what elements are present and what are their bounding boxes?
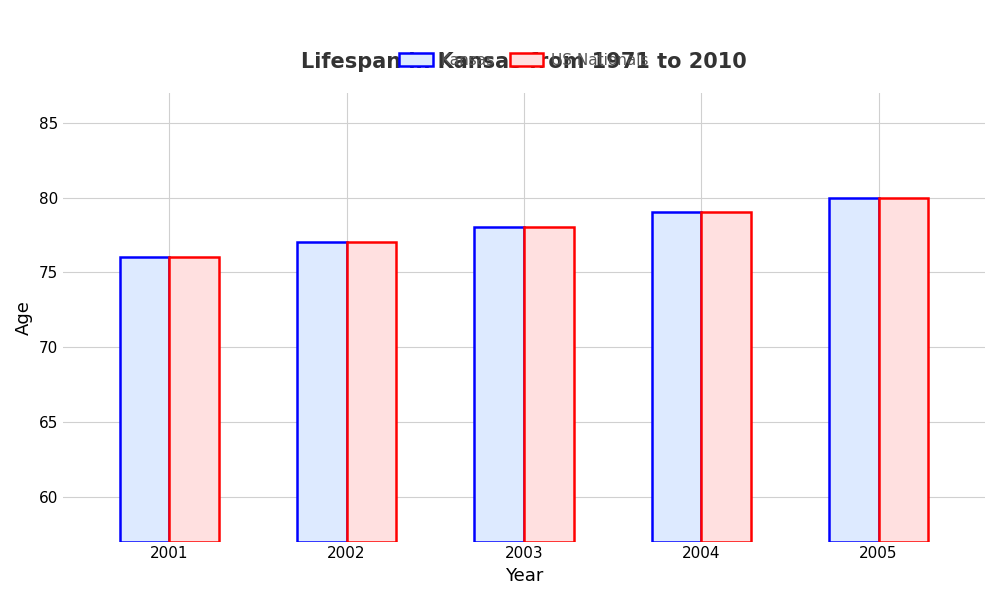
Bar: [169, 257, 219, 542]
Bar: [347, 242, 396, 542]
Bar: [297, 242, 347, 542]
Legend: Kansas, US Nationals: Kansas, US Nationals: [393, 47, 655, 74]
Bar: [879, 197, 928, 542]
Bar: [474, 227, 524, 542]
Y-axis label: Age: Age: [15, 300, 33, 335]
Bar: [652, 212, 701, 542]
Bar: [120, 257, 169, 542]
Bar: [829, 197, 879, 542]
Bar: [701, 212, 751, 542]
Bar: [524, 227, 574, 542]
X-axis label: Year: Year: [505, 567, 543, 585]
Title: Lifespan in Kansas from 1971 to 2010: Lifespan in Kansas from 1971 to 2010: [301, 52, 747, 72]
